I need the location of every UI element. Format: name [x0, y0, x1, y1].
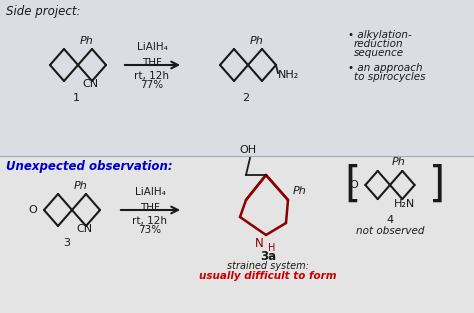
Text: rt, 12h: rt, 12h — [135, 71, 170, 81]
Text: O: O — [350, 180, 358, 190]
Text: 73%: 73% — [138, 225, 162, 235]
Text: H₂N: H₂N — [394, 199, 415, 209]
Text: ]: ] — [429, 164, 445, 206]
Text: Ph: Ph — [392, 157, 406, 167]
Text: • an approach: • an approach — [348, 63, 423, 73]
Text: LiAlH₄: LiAlH₄ — [137, 42, 167, 52]
Text: Ph: Ph — [250, 36, 264, 46]
Text: THF: THF — [140, 203, 160, 213]
Text: LiAlH₄: LiAlH₄ — [135, 187, 165, 197]
Text: sequence: sequence — [354, 48, 404, 58]
Text: NH₂: NH₂ — [278, 70, 299, 80]
Text: CN: CN — [82, 79, 98, 89]
Text: OH: OH — [239, 145, 256, 155]
Bar — [0, 0, 474, 156]
Text: 3a: 3a — [260, 250, 276, 263]
Text: strained system:: strained system: — [227, 261, 309, 271]
Text: 2: 2 — [242, 93, 250, 103]
Text: H: H — [268, 243, 275, 253]
Text: Side project:: Side project: — [6, 5, 81, 18]
Text: Ph: Ph — [293, 186, 307, 196]
Text: O: O — [28, 205, 37, 215]
Text: [: [ — [345, 164, 361, 206]
Text: usually difficult to form: usually difficult to form — [199, 271, 337, 281]
Text: not observed: not observed — [356, 226, 424, 236]
Text: 3: 3 — [64, 238, 71, 248]
Text: rt, 12h: rt, 12h — [133, 216, 167, 226]
Text: N: N — [255, 237, 264, 250]
Text: 4: 4 — [386, 215, 393, 225]
Bar — [0, 156, 474, 313]
Text: Ph: Ph — [74, 181, 88, 191]
Text: Ph: Ph — [80, 36, 94, 46]
Text: 77%: 77% — [140, 80, 164, 90]
Text: CN: CN — [76, 224, 92, 234]
Text: • alkylation-: • alkylation- — [348, 30, 412, 40]
Text: THF: THF — [142, 58, 162, 68]
Text: reduction: reduction — [354, 39, 404, 49]
Text: to spirocycles: to spirocycles — [354, 72, 426, 82]
Text: Unexpected observation:: Unexpected observation: — [6, 160, 173, 173]
Text: 1: 1 — [73, 93, 80, 103]
